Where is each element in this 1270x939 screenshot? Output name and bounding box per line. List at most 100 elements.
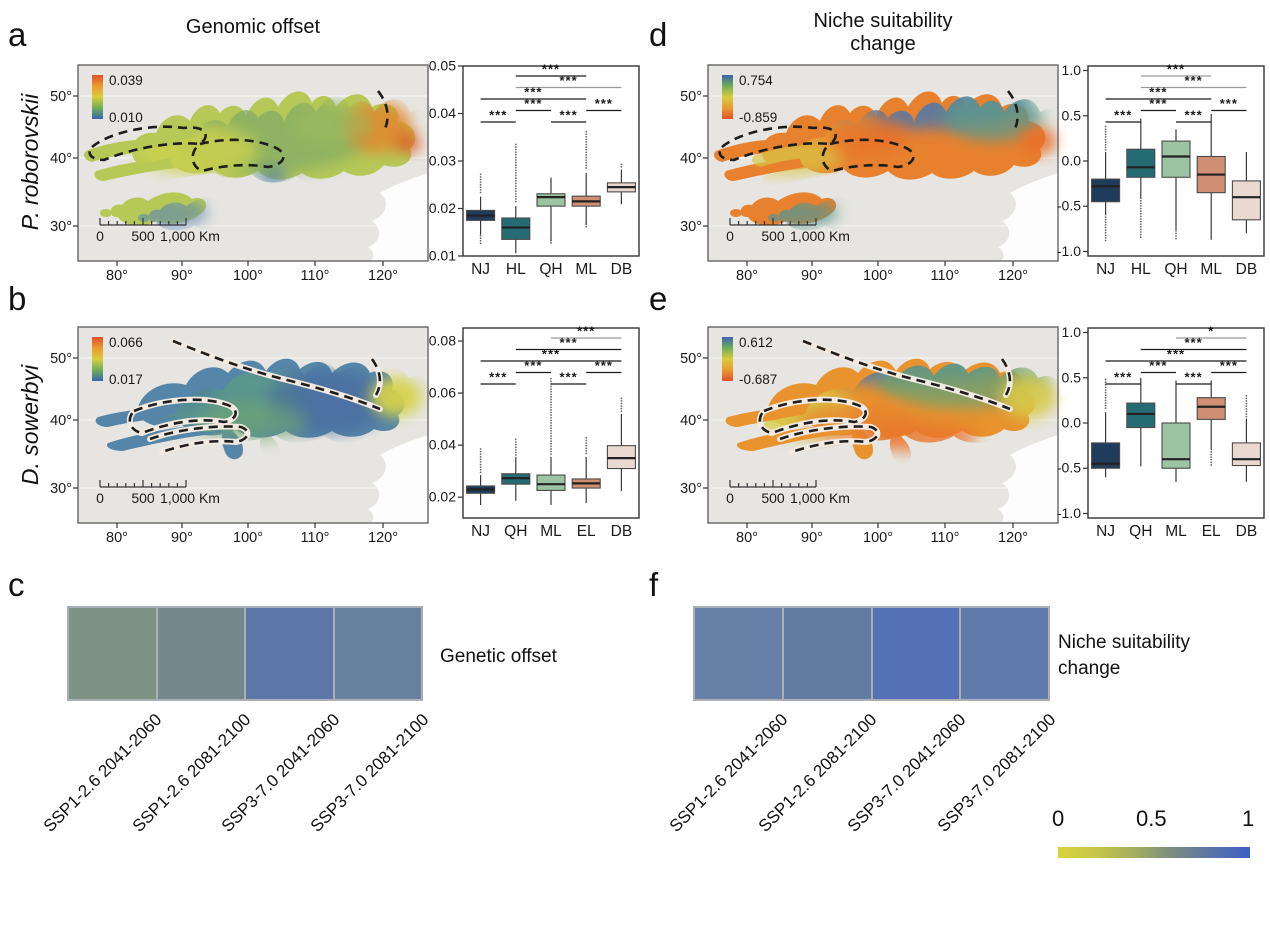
heatmap-cell — [157, 608, 244, 699]
box-HL — [1126, 148, 1156, 178]
box-QH — [536, 193, 566, 207]
column-title-genomic-offset: Genomic offset — [103, 16, 403, 39]
heatmap-cell — [695, 608, 782, 699]
heatmap-cell — [334, 608, 421, 699]
svg-text:500: 500 — [761, 228, 785, 244]
x-category-label: ML — [540, 523, 562, 540]
heatmap-x-label: SSP3-7.0 2081-2100 — [306, 710, 432, 836]
significance-label: *** — [524, 85, 542, 100]
legend-min-value: -0.859 — [739, 110, 777, 125]
x-category-label: NJ — [1096, 523, 1115, 540]
significance-label: *** — [560, 370, 578, 385]
svg-text:1,000 Km: 1,000 Km — [160, 490, 220, 506]
significance-label: *** — [595, 96, 613, 111]
panel-letter-f: f — [649, 566, 659, 603]
map-panel-d: 0.754 -0.859 0 500 1,000 Km 50° 40° 30° 80° 90° 10… — [670, 60, 1070, 285]
x-category-label: QH — [539, 261, 562, 278]
boxplot-panel-b: 0.08 0.06 0.04 0.02 NJ QH ML EL DB *** *** *** *** **… — [425, 320, 647, 550]
x-category-label: ML — [1200, 261, 1222, 278]
significance-label: *** — [524, 96, 542, 111]
boxplot-panel-d: 1.0 0.5 0.0 -0.5 -1.0 NJ HL QH ML DB *** *** *** *** *… — [1050, 58, 1270, 288]
x-category-label: HL — [1131, 261, 1151, 278]
y-tick-label: 0.0 — [1062, 153, 1082, 169]
side-label-line1: Niche suitability — [1058, 632, 1190, 653]
heatmap-cell — [783, 608, 871, 699]
legend-max-value: 0.754 — [739, 73, 773, 88]
column-title-line1: Genomic offset — [185, 16, 321, 38]
box-NJ — [1091, 178, 1121, 203]
significance-label: *** — [577, 324, 595, 339]
box-EL — [1196, 397, 1226, 420]
panel-letter-c: c — [8, 566, 25, 603]
y-tick-label: -1.0 — [1057, 243, 1081, 259]
significance-label: *** — [1185, 335, 1203, 350]
significance-label: *** — [1185, 73, 1203, 88]
significance-label: *** — [1149, 85, 1167, 100]
svg-text:0: 0 — [96, 228, 104, 244]
significance-label: *** — [1185, 108, 1203, 123]
map-color-legend: 0.039 0.010 — [92, 73, 143, 125]
heatmap-x-label: SSP1-2.6 2081-2100 — [754, 710, 881, 836]
boxplot-svg: 1.00.50.0-0.5-1.0NJ HL QH ML DB************ *… — [1057, 62, 1265, 278]
lon-tick-label: 80° — [736, 530, 758, 546]
map-panel-a: 0.039 0.010 0 500 1,000 Km 50° 40° 30° 80° 90° 100… — [40, 60, 440, 285]
lon-tick-label: 90° — [801, 530, 823, 546]
panel-letter-a: a — [8, 16, 27, 53]
lat-tick-label: 30° — [680, 481, 702, 497]
side-label-line1: Genetic offset — [440, 646, 557, 667]
y-tick-label: 0.5 — [1062, 369, 1082, 385]
panel-letter-e: e — [649, 280, 668, 317]
lat-tick-label: 40° — [680, 413, 702, 429]
significance-label: *** — [1220, 358, 1238, 373]
panel-letter-b: b — [8, 280, 27, 317]
column-title-line1: Niche suitability — [813, 10, 953, 32]
significance-label: *** — [1114, 370, 1132, 385]
heatmap-row-genetic-offset — [67, 606, 423, 701]
svg-text:500: 500 — [131, 228, 155, 244]
heatmap-cell — [872, 608, 960, 699]
legend-min-value: 0.010 — [109, 110, 143, 125]
y-tick-label: 1.0 — [1062, 324, 1082, 340]
map-color-legend: 0.612 -0.687 — [722, 335, 777, 387]
significance-label: *** — [1149, 96, 1167, 111]
y-tick-label: 0.05 — [429, 58, 456, 74]
box-DB — [1231, 180, 1261, 221]
svg-text:500: 500 — [761, 490, 785, 506]
lon-tick-label: 110° — [301, 268, 330, 284]
y-tick-label: 1.0 — [1062, 62, 1082, 78]
x-category-label: DB — [1236, 261, 1258, 278]
significance-label: *** — [560, 73, 578, 88]
significance-label: *** — [489, 370, 507, 385]
lat-tick-label: 50° — [680, 351, 702, 367]
lat-tick-label: 50° — [50, 89, 72, 105]
map-svg: 0.612 -0.687 0 500 1,000 Km 50° 40° 30° 80° 90° 10… — [680, 326, 1059, 546]
svg-text:0: 0 — [726, 490, 734, 506]
map-scale-bar: 0 500 1,000 Km — [96, 218, 220, 244]
svg-text:1,000 Km: 1,000 Km — [790, 490, 850, 506]
legend-max-value: 0.039 — [109, 73, 143, 88]
heatmap-x-label: SSP3-7.0 2041-2060 — [217, 710, 343, 836]
boxplot-panel-e: 1.0 0.5 0.0 -0.5 -1.0 NJ QH ML EL DB * *** *** *** ***… — [1050, 320, 1270, 550]
lon-tick-label: 80° — [106, 268, 128, 284]
svg-text:1,000 Km: 1,000 Km — [790, 228, 850, 244]
heatmap-row-niche-suitability — [693, 606, 1050, 701]
significance-label: *** — [489, 108, 507, 123]
colorbar-tick-label: 0.5 — [1136, 806, 1167, 831]
lon-tick-label: 90° — [171, 530, 193, 546]
box-ML — [1161, 422, 1191, 469]
lon-tick-label: 80° — [736, 268, 758, 284]
map-panel-e: 0.612 -0.687 0 500 1,000 Km 50° 40° 30° 80° 90° 10… — [670, 322, 1070, 547]
svg-text:1,000 Km: 1,000 Km — [160, 228, 220, 244]
x-category-label: ML — [1165, 523, 1187, 540]
x-category-label: DB — [611, 261, 633, 278]
lon-tick-label: 80° — [106, 530, 128, 546]
lon-tick-label: 100° — [233, 530, 263, 546]
boxplot-panel-a: 0.05 0.04 0.03 0.02 0.01 NJ HL QH ML DB *** *** *** *… — [425, 58, 647, 288]
lon-tick-label: 110° — [931, 268, 960, 284]
suitability-colorbar — [1058, 847, 1250, 858]
box-DB — [1231, 442, 1261, 467]
map-svg: 0.754 -0.859 0 500 1,000 Km 50° 40° 30° 80° 90° 10… — [680, 64, 1059, 284]
significance-label: *** — [542, 347, 560, 362]
